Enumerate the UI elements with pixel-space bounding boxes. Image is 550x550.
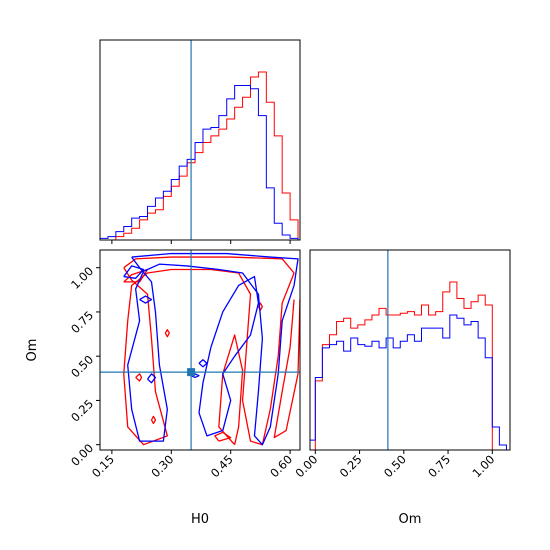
joint-ytick-label: 0.00 xyxy=(68,441,96,469)
contour-blue-line xyxy=(139,295,153,304)
joint-panel: 0.15 0.30 0.45 0.600.000.250.500.751.00 H0 … xyxy=(25,249,301,527)
contour-blue-line xyxy=(198,359,208,368)
contour-red-line xyxy=(123,256,295,446)
om-marginal-content xyxy=(309,250,510,451)
contour-red-line xyxy=(218,334,244,446)
h0-marginal-frame xyxy=(99,39,301,241)
om-hist-red-series xyxy=(314,281,493,450)
joint-ticks: 0.15 0.30 0.45 0.60 0.00 0.25 0.50 0.75 1.00 xyxy=(68,264,295,480)
contour-red-line xyxy=(150,415,157,425)
contour-red-line xyxy=(273,299,301,439)
h0-marginal-content xyxy=(99,40,299,241)
joint-xtick-label: 0.30 xyxy=(148,452,176,480)
contour-blue-line xyxy=(123,265,145,279)
joint-xlabel: H0 xyxy=(191,512,209,527)
contour-blue-line xyxy=(127,252,299,446)
om-marginal-xtick-label: 1.00 xyxy=(469,452,497,480)
om-marginal-xtick-label: 0.25 xyxy=(337,452,365,480)
om-marginal-frame xyxy=(309,249,511,451)
om-marginal-panel: 0.00 0.25 0.50 0.75 1.00 Om xyxy=(292,249,511,527)
joint-xtick-label: 0.15 xyxy=(89,452,117,480)
joint-content xyxy=(100,250,301,450)
h0-marginal-panel xyxy=(99,39,301,244)
om-marginal-xlabel: Om xyxy=(399,512,422,527)
contour-red-line xyxy=(214,431,232,442)
om-marginal-ticks: 0.00 0.25 0.50 0.75 1.00 xyxy=(292,450,497,480)
joint-xtick-label: 0.60 xyxy=(267,452,295,480)
h0-marginal-ticks xyxy=(111,240,291,244)
joint-ytick-label: 0.25 xyxy=(68,397,96,425)
om-hist-blue-series xyxy=(309,314,510,451)
joint-xtick-label: 0.45 xyxy=(208,452,236,480)
om-marginal-xtick-label: 0.75 xyxy=(425,452,453,480)
om-marginal-xtick-label: 0.50 xyxy=(381,452,409,480)
contour-blue-line xyxy=(198,275,260,437)
contour-red-line xyxy=(164,329,170,338)
h0-hist-red-series xyxy=(100,71,299,241)
joint-truth-marker xyxy=(187,368,196,377)
joint-ytick-label: 1.00 xyxy=(68,264,96,292)
om-marginal-xtick-label: 0.00 xyxy=(292,452,320,480)
joint-ytick-label: 0.75 xyxy=(68,308,96,336)
joint-ylabel: Om xyxy=(25,339,40,362)
joint-frame xyxy=(99,249,301,451)
contour-blue-line xyxy=(146,373,157,384)
joint-ytick-label: 0.50 xyxy=(68,352,96,380)
contour-red-line xyxy=(135,373,143,382)
h0-hist-blue-series xyxy=(99,84,299,240)
